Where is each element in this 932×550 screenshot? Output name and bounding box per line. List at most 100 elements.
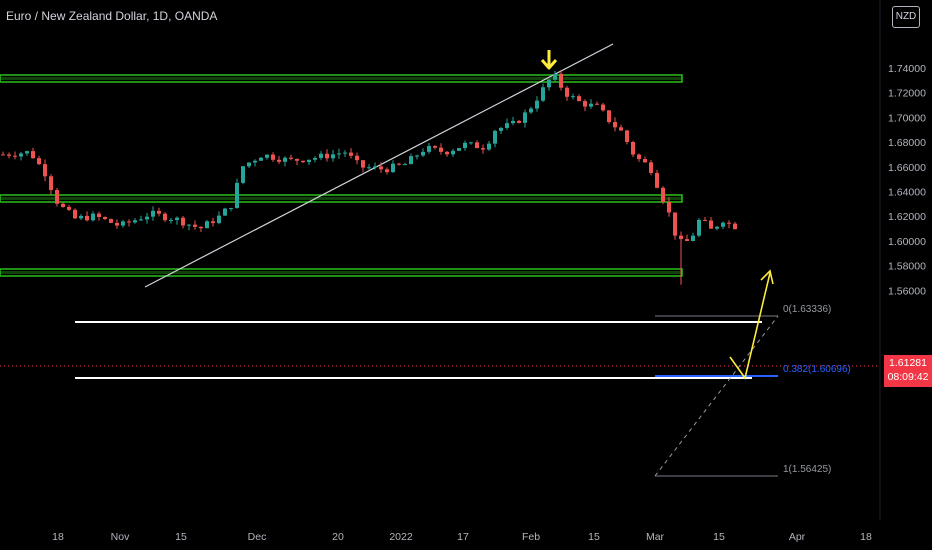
candle-body bbox=[157, 210, 161, 214]
candle-body bbox=[727, 222, 731, 224]
candle-body bbox=[103, 217, 107, 220]
price-tick-label: 1.70000 bbox=[888, 112, 926, 124]
candle-body bbox=[355, 155, 359, 161]
candle-body bbox=[241, 166, 245, 183]
current-price-value: 1.61281 bbox=[889, 357, 927, 369]
candle-body bbox=[49, 176, 53, 191]
candle-body bbox=[547, 79, 551, 88]
current-price-tag: 1.61281 08:09:42 bbox=[884, 355, 932, 387]
candle-body bbox=[391, 163, 395, 173]
price-tick-label: 1.58000 bbox=[888, 261, 926, 273]
candle-body bbox=[583, 101, 587, 107]
candle-body bbox=[283, 157, 287, 162]
candle-body bbox=[703, 219, 707, 221]
candle-body bbox=[151, 210, 155, 217]
candle-body bbox=[31, 151, 35, 159]
candle-body bbox=[73, 209, 77, 219]
time-tick-label: Mar bbox=[646, 531, 665, 543]
candle-body bbox=[667, 201, 671, 213]
candle-body bbox=[691, 235, 695, 241]
candle-body bbox=[397, 163, 401, 165]
candle-body bbox=[301, 160, 305, 163]
candle-body bbox=[259, 157, 263, 161]
candle-body bbox=[469, 142, 473, 144]
candle-body bbox=[673, 212, 677, 236]
candle-body bbox=[421, 151, 425, 156]
candle-body bbox=[529, 108, 533, 113]
candle-body bbox=[7, 154, 11, 156]
candle-body bbox=[175, 217, 179, 220]
candle-body bbox=[631, 141, 635, 155]
candle-body bbox=[685, 239, 689, 241]
price-tick-label: 1.60000 bbox=[888, 236, 926, 248]
candle-body bbox=[277, 159, 281, 162]
candle-body bbox=[55, 190, 59, 204]
candle-body bbox=[457, 148, 461, 151]
candle-body bbox=[475, 142, 479, 149]
candle-body bbox=[607, 110, 611, 123]
candle-body bbox=[571, 96, 575, 98]
candle-body bbox=[733, 223, 737, 230]
candle-body bbox=[463, 142, 467, 149]
resistance-zone-low[interactable] bbox=[0, 268, 683, 277]
candle-body bbox=[289, 157, 293, 159]
candle-body bbox=[361, 160, 365, 168]
candle-body bbox=[265, 154, 269, 158]
time-axis[interactable]: 18 Nov 15 Dec 20 2022 17 Feb 15 Mar 15 Apr 18 bbox=[52, 531, 872, 543]
resistance-zone-mid[interactable] bbox=[0, 194, 683, 203]
candle-body bbox=[349, 152, 353, 156]
rising-trendline[interactable] bbox=[144, 43, 614, 288]
fib-trend-line bbox=[654, 315, 779, 477]
candle-body bbox=[85, 215, 89, 221]
time-tick-label: 17 bbox=[457, 531, 469, 543]
candle-body bbox=[523, 112, 527, 123]
candle-body bbox=[613, 122, 617, 128]
candle-body bbox=[91, 213, 95, 221]
price-tick-label: 1.62000 bbox=[888, 211, 926, 223]
candle-body bbox=[415, 155, 419, 157]
time-tick-label: Apr bbox=[789, 531, 806, 543]
candle-body bbox=[13, 155, 17, 157]
time-tick-label: 18 bbox=[52, 531, 64, 543]
candle-body bbox=[25, 151, 29, 154]
candle-body bbox=[445, 151, 449, 155]
time-tick-label: 15 bbox=[175, 531, 187, 543]
candle-body bbox=[493, 130, 497, 144]
candle-body bbox=[313, 157, 317, 160]
candle-body bbox=[619, 127, 623, 131]
candle-body bbox=[37, 158, 41, 165]
candle-body bbox=[565, 87, 569, 97]
candle-body bbox=[199, 226, 203, 229]
time-tick-label: Nov bbox=[111, 531, 130, 543]
candle-body bbox=[331, 154, 335, 159]
candle-body bbox=[439, 147, 443, 152]
candle-body bbox=[553, 73, 557, 80]
resistance-zone-top[interactable] bbox=[0, 74, 683, 83]
yellow-down-arrow-icon bbox=[540, 50, 558, 70]
price-axis[interactable]: 1.74000 1.72000 1.70000 1.68000 1.66000 1.640… bbox=[888, 63, 926, 297]
candle-body bbox=[253, 160, 257, 163]
candle-body bbox=[223, 208, 227, 216]
fib-label-0382: 0.382(1.60696) bbox=[783, 364, 851, 375]
candle-body bbox=[145, 216, 149, 220]
candle-body bbox=[109, 219, 113, 223]
candle-body bbox=[79, 215, 83, 219]
price-tick-label: 1.72000 bbox=[888, 88, 926, 100]
candle-body bbox=[649, 162, 653, 173]
candle-body bbox=[709, 220, 713, 229]
currency-badge[interactable]: NZD bbox=[892, 6, 920, 28]
candle-body bbox=[115, 222, 119, 226]
candle-body bbox=[229, 207, 233, 209]
candle-body bbox=[661, 187, 665, 202]
candle-body bbox=[163, 213, 167, 221]
candle-body bbox=[451, 150, 455, 155]
candle-body bbox=[367, 167, 371, 169]
candle-body bbox=[133, 220, 137, 223]
candle-body bbox=[217, 215, 221, 224]
candle-body bbox=[595, 103, 599, 105]
candle-body bbox=[697, 219, 701, 236]
candle-body bbox=[499, 127, 503, 131]
candle-body bbox=[511, 120, 515, 124]
candle-body bbox=[643, 159, 647, 163]
